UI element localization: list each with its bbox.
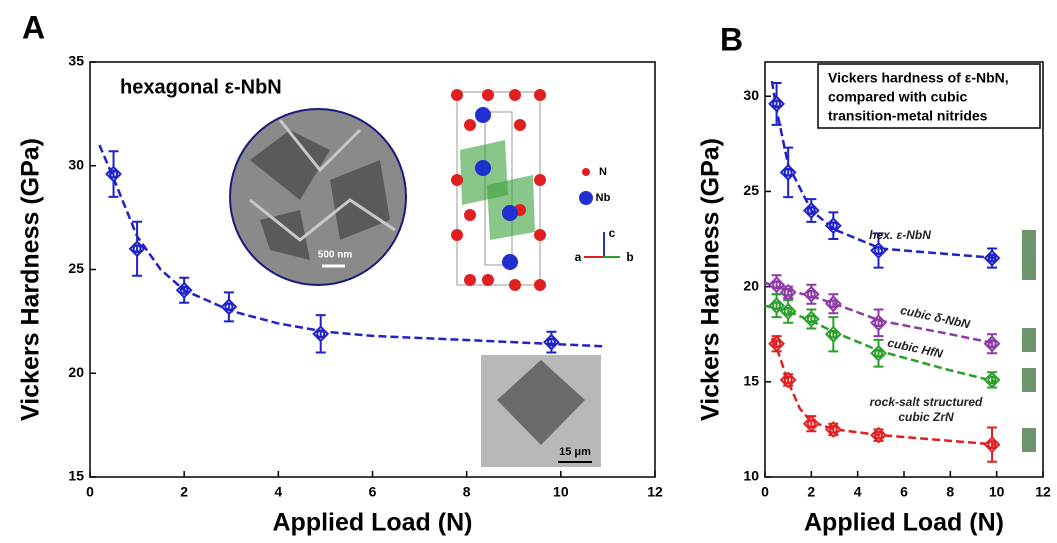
x-tick-label: 2 xyxy=(180,484,188,500)
crystal-structure xyxy=(451,89,620,291)
data-point xyxy=(105,165,122,183)
y-tick-label: 20 xyxy=(743,277,759,293)
data-point xyxy=(768,335,785,353)
y-tick-label: 10 xyxy=(743,468,759,484)
inset-label: b xyxy=(626,250,633,264)
error-bar xyxy=(315,314,326,354)
data-point xyxy=(802,310,820,328)
annotation-box xyxy=(817,63,1041,129)
fit-curve xyxy=(764,281,997,345)
inset-label: a xyxy=(575,250,582,264)
x-tick-label: 2 xyxy=(807,484,815,500)
data-point xyxy=(175,281,193,299)
error-bar xyxy=(873,232,884,269)
y-tick-label: 15 xyxy=(743,373,759,389)
data-point xyxy=(824,420,842,438)
data-point xyxy=(220,298,238,316)
y-tick-label: 25 xyxy=(743,182,759,198)
series-label: cubic HfN xyxy=(886,336,944,361)
annotation-line: Vickers hardness of ε-NbN, xyxy=(828,70,1009,86)
x-tick-label: 8 xyxy=(463,484,471,500)
data-point xyxy=(870,426,887,444)
series-label: hex. ε-NbN xyxy=(869,228,931,242)
x-tick-label: 4 xyxy=(274,484,282,500)
data-point xyxy=(768,276,785,294)
y-tick-label: 20 xyxy=(68,364,84,380)
y-tick-label: 15 xyxy=(68,468,84,484)
data-point xyxy=(870,314,887,332)
x-axis-label: Applied Load (N) xyxy=(273,509,473,537)
error-bar xyxy=(987,426,998,463)
fit-curve xyxy=(770,80,997,260)
annotation-line: compared with cubic xyxy=(828,89,967,105)
y-tick-label: 35 xyxy=(68,53,84,69)
y-tick-label: 30 xyxy=(68,156,84,172)
inset-label: c xyxy=(609,226,616,240)
data-point xyxy=(779,302,797,320)
data-point xyxy=(802,415,820,433)
data-point xyxy=(543,333,560,351)
x-tick-label: 0 xyxy=(86,484,94,500)
data-point xyxy=(870,344,887,362)
fit-curve xyxy=(770,337,997,446)
y-axis-label: Vickers Hardness (GPa) xyxy=(17,138,45,421)
data-point xyxy=(802,202,820,219)
error-bar xyxy=(828,316,839,353)
indent-inset xyxy=(481,355,601,467)
data-point xyxy=(128,240,146,258)
x-tick-label: 0 xyxy=(761,484,769,500)
panel-label: A xyxy=(22,9,45,45)
inset-label: 15 μm xyxy=(559,446,591,458)
error-bar xyxy=(828,211,839,241)
data-point xyxy=(983,436,1001,454)
data-point xyxy=(983,371,1001,389)
structure-icons xyxy=(1022,230,1036,452)
annotation-line: transition-metal nitrides xyxy=(828,108,988,124)
error-bar xyxy=(771,81,782,126)
series-label-box: rock-salt structured cubic ZrN xyxy=(869,395,983,424)
x-tick-label: 10 xyxy=(553,484,569,500)
data-point xyxy=(768,297,785,315)
error-bar xyxy=(873,338,884,368)
y-axis-label: Vickers Hardness (GPa) xyxy=(697,138,725,421)
inset-label: Nb xyxy=(596,192,611,204)
x-axis-label: Applied Load (N) xyxy=(804,509,1004,537)
error-bar xyxy=(132,220,143,277)
sem-inset xyxy=(229,108,407,286)
x-tick-label: 6 xyxy=(900,484,908,500)
data-point xyxy=(824,295,842,313)
data-point xyxy=(312,325,330,343)
annotation: hexagonal ε-NbN xyxy=(120,76,282,98)
x-tick-label: 4 xyxy=(854,484,862,500)
data-point xyxy=(983,335,1001,353)
x-tick-label: 12 xyxy=(1035,484,1051,500)
data-point xyxy=(983,249,1001,267)
x-tick-label: 12 xyxy=(647,484,663,500)
x-tick-label: 8 xyxy=(946,484,954,500)
panel-label: B xyxy=(720,21,743,57)
data-point xyxy=(802,285,820,303)
fit-curve xyxy=(764,304,997,384)
y-tick-label: 30 xyxy=(743,87,759,103)
inset-label: N xyxy=(599,166,607,178)
data-point xyxy=(779,371,797,389)
error-bar xyxy=(783,146,794,199)
error-bar xyxy=(873,308,884,338)
data-point xyxy=(870,242,887,259)
x-tick-label: 6 xyxy=(369,484,377,500)
data-point xyxy=(768,95,785,113)
series-label: rock-salt structured cubic ZrN xyxy=(869,395,983,424)
y-tick-label: 25 xyxy=(68,260,84,276)
data-point xyxy=(779,163,797,181)
inset-label: 500 nm xyxy=(318,250,353,261)
data-point xyxy=(824,217,842,235)
error-bar xyxy=(108,150,119,198)
error-bar xyxy=(223,291,234,323)
x-tick-label: 10 xyxy=(989,484,1005,500)
data-point xyxy=(824,325,842,343)
